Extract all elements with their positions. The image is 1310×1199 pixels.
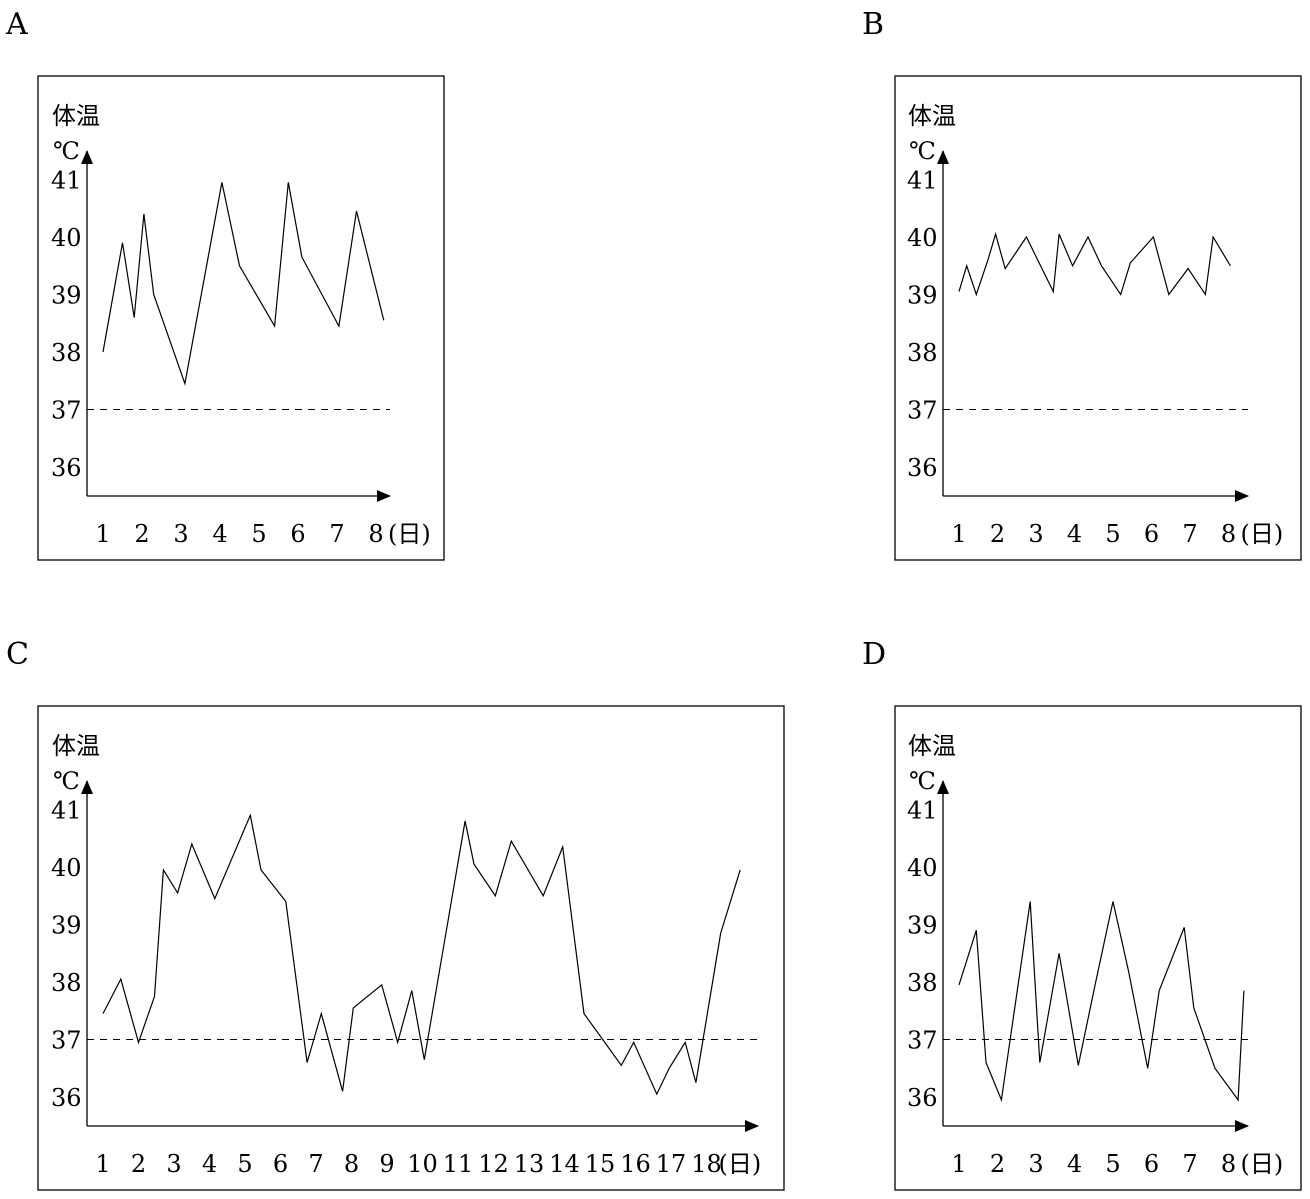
x-tick-label-d-6: 6 <box>1144 1150 1159 1178</box>
y-tick-label-b-41: 41 <box>907 167 938 195</box>
panel-label-d: D <box>862 637 886 672</box>
temperature-line-c <box>102 813 741 1096</box>
x-axis-unit-b: (日) <box>1241 520 1284 548</box>
y-tick-label-d-40: 40 <box>907 854 938 882</box>
x-tick-label-d-5: 5 <box>1105 1150 1120 1178</box>
y-axis-label-b: 体温 <box>908 102 956 130</box>
y-tick-label-b-36: 36 <box>907 454 938 482</box>
y-tick-label-b-37: 37 <box>907 397 938 425</box>
x-tick-label-c-1: 1 <box>95 1150 110 1178</box>
chart-panel-a: A 体温 ℃ 36 37 38 39 40 41 1 2 3 4 5 6 7 8 (日) <box>5 7 445 561</box>
x-tick-label-b-5: 5 <box>1105 520 1120 548</box>
x-tick-label-c-12: 12 <box>478 1150 509 1178</box>
x-axis-unit-c: (日) <box>719 1150 762 1178</box>
x-tick-label-d-1: 1 <box>951 1150 966 1178</box>
y-axis-label-a: 体温 <box>52 102 100 130</box>
panel-label-c: C <box>6 637 29 672</box>
y-axis-unit-d: ℃ <box>909 767 936 795</box>
y-tick-label-b-40: 40 <box>907 224 938 252</box>
x-tick-label-a-1: 1 <box>95 520 110 548</box>
x-tick-label-b-7: 7 <box>1182 520 1197 548</box>
x-tick-label-b-6: 6 <box>1144 520 1159 548</box>
y-tick-label-a-40: 40 <box>51 224 82 252</box>
x-tick-label-d-3: 3 <box>1028 1150 1043 1178</box>
x-tick-label-c-13: 13 <box>514 1150 545 1178</box>
panel-frame-d <box>894 705 1302 1191</box>
x-tick-label-a-4: 4 <box>212 520 227 548</box>
y-tick-label-a-37: 37 <box>51 397 82 425</box>
y-tick-label-d-39: 39 <box>907 912 938 940</box>
y-tick-label-d-41: 41 <box>907 797 938 825</box>
x-tick-label-c-11: 11 <box>443 1150 474 1178</box>
y-tick-label-b-38: 38 <box>907 339 938 367</box>
y-tick-label-a-41: 41 <box>51 167 82 195</box>
temperature-line-a <box>102 182 385 386</box>
chart-panel-d: D 体温 ℃ 36 37 38 39 40 41 1 2 3 4 5 6 7 8 (日) <box>862 637 1302 1191</box>
x-tick-label-a-2: 2 <box>134 520 149 548</box>
y-tick-label-c-40: 40 <box>51 854 82 882</box>
y-tick-label-b-39: 39 <box>907 282 938 310</box>
x-tick-label-c-15: 15 <box>585 1150 616 1178</box>
x-tick-label-c-16: 16 <box>620 1150 651 1178</box>
y-axis-unit-b: ℃ <box>909 137 936 165</box>
y-tick-label-d-37: 37 <box>907 1027 938 1055</box>
y-tick-label-d-36: 36 <box>907 1084 938 1112</box>
x-tick-label-c-18: 18 <box>691 1150 722 1178</box>
x-tick-label-b-8: 8 <box>1221 520 1236 548</box>
x-tick-label-d-4: 4 <box>1067 1150 1082 1178</box>
y-tick-label-a-39: 39 <box>51 282 82 310</box>
x-tick-label-c-14: 14 <box>549 1150 580 1178</box>
temperature-line-b <box>958 231 1231 297</box>
x-tick-label-b-1: 1 <box>951 520 966 548</box>
y-tick-label-a-38: 38 <box>51 339 82 367</box>
x-tick-label-b-4: 4 <box>1067 520 1082 548</box>
x-tick-label-a-3: 3 <box>173 520 188 548</box>
x-tick-label-c-5: 5 <box>237 1150 252 1178</box>
x-tick-label-d-8: 8 <box>1221 1150 1236 1178</box>
x-tick-label-a-8: 8 <box>368 520 383 548</box>
x-tick-label-a-6: 6 <box>290 520 305 548</box>
y-tick-label-c-38: 38 <box>51 969 82 997</box>
x-axis-unit-a: (日) <box>388 520 431 548</box>
y-axis-label-d: 体温 <box>908 732 956 760</box>
x-tick-label-d-7: 7 <box>1182 1150 1197 1178</box>
x-tick-label-c-4: 4 <box>202 1150 217 1178</box>
x-tick-label-c-8: 8 <box>344 1150 359 1178</box>
x-tick-label-c-10: 10 <box>407 1150 438 1178</box>
y-axis-label-c: 体温 <box>52 732 100 760</box>
chart-panel-b: B 体温 ℃ 36 37 38 39 40 41 1 2 3 4 5 6 7 8 (日) <box>862 7 1302 561</box>
x-tick-label-c-17: 17 <box>656 1150 687 1178</box>
y-tick-label-a-36: 36 <box>51 454 82 482</box>
x-tick-label-c-7: 7 <box>308 1150 323 1178</box>
x-tick-label-a-7: 7 <box>329 520 344 548</box>
y-tick-label-c-41: 41 <box>51 797 82 825</box>
x-axis-unit-d: (日) <box>1241 1150 1284 1178</box>
x-tick-label-b-3: 3 <box>1028 520 1043 548</box>
panel-label-a: A <box>5 7 28 42</box>
y-tick-label-c-37: 37 <box>51 1027 82 1055</box>
y-tick-label-d-38: 38 <box>907 969 938 997</box>
x-tick-label-c-3: 3 <box>166 1150 181 1178</box>
panel-frame-b <box>894 75 1302 561</box>
x-tick-label-c-9: 9 <box>379 1150 394 1178</box>
y-axis-unit-c: ℃ <box>53 767 80 795</box>
y-tick-label-c-39: 39 <box>51 912 82 940</box>
x-tick-label-d-2: 2 <box>990 1150 1005 1178</box>
x-tick-label-b-2: 2 <box>990 520 1005 548</box>
temperature-line-d <box>958 901 1245 1103</box>
x-tick-label-a-5: 5 <box>251 520 266 548</box>
x-tick-label-c-6: 6 <box>273 1150 288 1178</box>
x-tick-label-c-2: 2 <box>131 1150 146 1178</box>
panel-frame-c <box>37 705 785 1191</box>
y-axis-unit-a: ℃ <box>53 137 80 165</box>
y-tick-label-c-36: 36 <box>51 1084 82 1112</box>
panel-frame-a <box>37 75 445 561</box>
panel-label-b: B <box>862 7 884 42</box>
